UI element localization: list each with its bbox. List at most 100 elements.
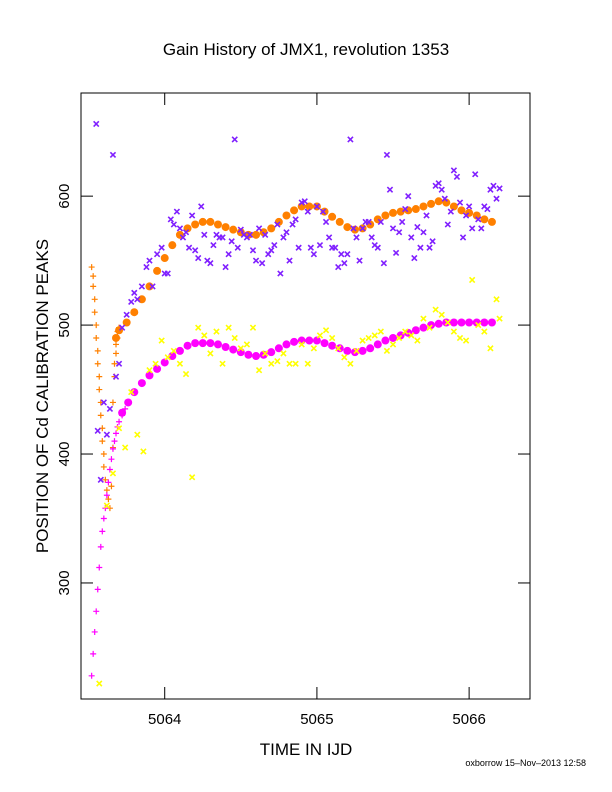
plus-point xyxy=(93,322,100,329)
y-tick-label: 500 xyxy=(56,313,73,338)
data-point xyxy=(115,360,123,367)
model-point xyxy=(137,379,146,388)
footer-timestamp: oxborrow 15–Nov–2013 12:58 xyxy=(465,758,586,768)
plus-point xyxy=(96,386,103,393)
data-point xyxy=(353,234,360,241)
axis-ticks: 5064 5065 5066 300 400 500 600 xyxy=(56,93,530,728)
model-point xyxy=(282,340,291,349)
data-point xyxy=(475,216,482,223)
model-point xyxy=(320,339,329,348)
data-point xyxy=(389,341,397,348)
data-point xyxy=(289,221,296,228)
data-point xyxy=(237,226,244,233)
data-point xyxy=(350,225,357,232)
data-point xyxy=(115,425,123,432)
data-point xyxy=(310,345,318,352)
data-point xyxy=(435,180,442,187)
plus-point xyxy=(108,483,115,490)
data-point xyxy=(262,350,269,357)
model-point xyxy=(267,348,276,357)
data-point xyxy=(371,332,378,339)
data-point xyxy=(100,399,107,406)
data-point xyxy=(468,276,476,284)
data-point xyxy=(395,334,403,342)
plus-point xyxy=(103,487,110,494)
data-point xyxy=(201,332,208,339)
model-point xyxy=(366,344,375,353)
model-point xyxy=(335,344,344,353)
data-point xyxy=(319,208,327,215)
data-point xyxy=(243,341,251,348)
data-point xyxy=(307,244,314,251)
data-point xyxy=(423,212,430,219)
series-5 xyxy=(96,276,503,687)
plus-point xyxy=(113,341,120,348)
data-point xyxy=(185,244,193,251)
data-point xyxy=(249,324,257,331)
data-point xyxy=(97,476,104,483)
model-point xyxy=(198,217,207,226)
model-point xyxy=(389,208,398,217)
data-point xyxy=(359,225,366,232)
data-point xyxy=(462,212,470,219)
model-point xyxy=(381,211,390,220)
data-point xyxy=(420,229,427,236)
plot-frame xyxy=(80,92,531,700)
data-point xyxy=(258,260,266,267)
plus-point xyxy=(91,296,98,303)
model-point xyxy=(487,318,496,327)
plus-point xyxy=(111,360,118,367)
data-point xyxy=(475,321,482,329)
data-point xyxy=(386,186,394,193)
data-point xyxy=(231,136,238,143)
data-point xyxy=(484,205,491,213)
model-point xyxy=(457,318,466,327)
data-point xyxy=(328,334,336,342)
plus-point xyxy=(91,309,98,316)
x-tick-label: 5065 xyxy=(300,711,333,728)
data-point xyxy=(453,173,461,180)
data-point xyxy=(109,151,117,159)
data-point xyxy=(146,257,153,264)
chart-title: Gain History of JMX1, revolution 1353 xyxy=(163,40,449,59)
data-point xyxy=(438,311,445,318)
data-point xyxy=(325,234,333,241)
model-point xyxy=(213,340,222,349)
plus-point xyxy=(90,273,97,280)
data-point xyxy=(316,241,324,249)
data-point xyxy=(128,298,135,306)
series-0 xyxy=(88,264,123,512)
y-tick-label: 400 xyxy=(56,442,73,467)
series-2 xyxy=(112,197,496,342)
data-point xyxy=(359,337,366,344)
plus-point xyxy=(109,445,116,452)
model-point xyxy=(206,217,215,226)
data-point xyxy=(456,334,464,342)
data-point xyxy=(123,311,130,318)
model-point xyxy=(244,350,253,359)
data-point xyxy=(338,251,345,258)
data-point xyxy=(268,247,275,254)
y-tick-label: 300 xyxy=(56,570,73,595)
model-point xyxy=(198,339,207,348)
model-point xyxy=(457,206,466,215)
data-point xyxy=(417,244,424,251)
data-point xyxy=(481,328,488,335)
model-point xyxy=(191,339,200,348)
plus-point xyxy=(99,438,106,445)
data-point xyxy=(222,263,229,271)
data-point xyxy=(408,332,415,339)
data-point xyxy=(365,334,372,342)
plus-point xyxy=(88,672,95,679)
model-point xyxy=(168,352,177,361)
data-point xyxy=(341,354,348,361)
data-point xyxy=(213,328,220,335)
data-point xyxy=(310,251,318,258)
data-point xyxy=(149,283,156,290)
data-point xyxy=(353,347,360,355)
data-point xyxy=(207,350,214,357)
data-point xyxy=(153,251,161,258)
data-point xyxy=(176,225,184,232)
data-point xyxy=(191,247,199,254)
data-point xyxy=(429,238,436,245)
